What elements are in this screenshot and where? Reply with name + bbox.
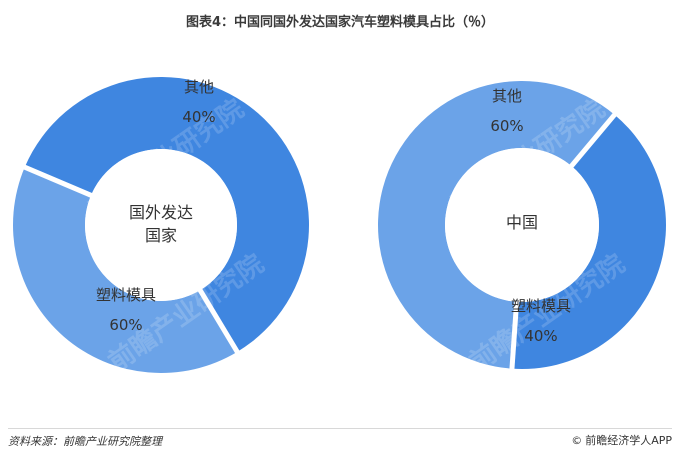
slice-value-label: 40%	[182, 108, 215, 126]
slice-value-label: 60%	[490, 117, 523, 135]
slice-label: 塑料模具	[511, 297, 571, 315]
footer-divider	[8, 428, 672, 429]
slice-label: 塑料模具	[96, 286, 156, 304]
slice-separator	[509, 300, 520, 370]
brand-credit: © 前瞻经济学人APP	[571, 432, 672, 448]
source-note: 资料来源：前瞻产业研究院整理	[8, 435, 162, 448]
donut-center-label: 国外发达	[129, 203, 193, 222]
donut-center-label: 国家	[145, 226, 177, 245]
slice-separator	[22, 164, 93, 198]
slice-value-label: 60%	[109, 316, 142, 334]
donut-slice-plastic-mold	[511, 114, 666, 369]
slice-label: 其他	[492, 87, 522, 105]
brand-logo-icon: ©	[571, 433, 583, 447]
donut-center-label: 中国	[506, 213, 538, 232]
slice-separator	[197, 287, 240, 355]
donut-slice-other	[13, 167, 238, 373]
slice-value-label: 40%	[524, 327, 557, 345]
donut-slice-plastic-mold	[24, 77, 309, 352]
slice-separator	[568, 112, 618, 169]
donut-slice-other	[378, 80, 615, 369]
chart-title: 图表4：中国同国外发达国家汽车塑料模具占比（％）	[185, 15, 495, 30]
slice-label: 其他	[184, 78, 214, 96]
brand-name: 前瞻经济学人APP	[585, 434, 672, 447]
donut-hole	[85, 149, 237, 301]
donut-hole	[445, 148, 599, 302]
